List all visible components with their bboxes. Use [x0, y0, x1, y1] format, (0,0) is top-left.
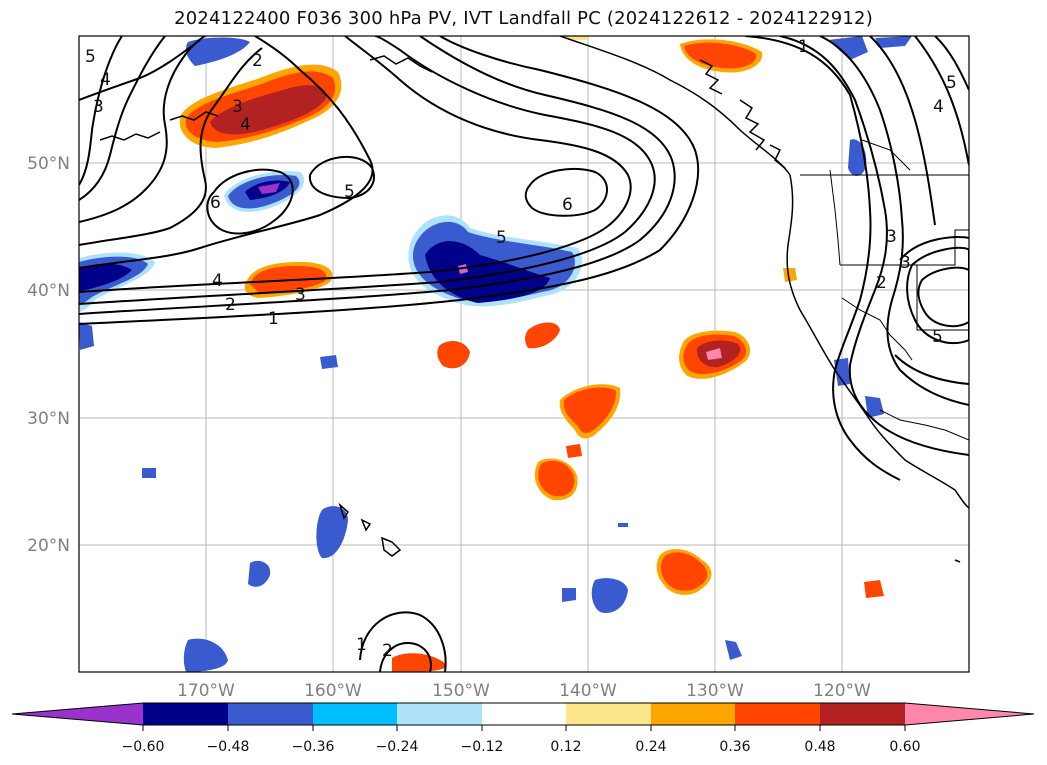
colorbar-segment: [397, 703, 482, 725]
lat-label: 20°N: [27, 536, 70, 556]
contour-label: 1: [356, 635, 367, 655]
contour-label: 3: [295, 285, 306, 305]
lat-label: 40°N: [27, 281, 70, 301]
contour-label: 5: [85, 47, 96, 67]
colorbar-tick-label: 0.24: [635, 739, 666, 755]
lat-label: 50°N: [27, 154, 70, 174]
contour-label: 3: [93, 97, 104, 117]
contour-label: 2: [252, 51, 263, 71]
map-title: 2024122400 F036 300 hPa PV, IVT Landfall…: [174, 8, 873, 29]
contour-label: 3: [900, 253, 911, 273]
colorbar-segment: [735, 703, 820, 725]
contour-label: 6: [210, 193, 221, 213]
contour-label: 3: [886, 227, 897, 247]
contour-label: 2: [382, 641, 393, 661]
lon-label: 150°W: [432, 681, 490, 701]
political-borders: [800, 139, 969, 441]
colorbar-tick-label: 0.48: [804, 739, 835, 755]
pv-contours: [79, 36, 969, 672]
colorbar-tick-label: −0.48: [207, 739, 250, 755]
colorbar: −0.60 −0.48 −0.36 −0.24 −0.12 0.12 0.24 …: [11, 702, 1035, 755]
colorbar-segment: [143, 703, 228, 725]
colorbar-extend-high: [905, 703, 1034, 725]
colorbar-segment: [820, 703, 905, 725]
colorbar-segment: [313, 703, 397, 725]
colorbar-tick-label: 0.36: [719, 739, 750, 755]
contour-label: 1: [268, 309, 279, 329]
graticule: [79, 36, 969, 672]
coastlines: [99, 36, 969, 563]
contour-label-set: 5 4 3 2 6 5 6 5 4 3 2 1 1 5 4 3 2 5 1 2 …: [85, 37, 957, 661]
longitude-labels: 170°W 160°W 150°W 140°W 130°W 120°W: [177, 681, 871, 701]
contour-label: 2: [876, 273, 887, 293]
latitude-labels: 50°N 40°N 30°N 20°N: [27, 154, 70, 556]
map-frame: [78, 35, 970, 673]
colorbar-segment: [566, 703, 651, 725]
contour-label: 4: [240, 115, 251, 135]
contour-label: 4: [212, 271, 223, 291]
pv-negative-areas: [79, 36, 912, 672]
lon-label: 160°W: [304, 681, 362, 701]
colorbar-segment: [651, 703, 735, 725]
pv-positive-areas: [179, 36, 884, 672]
contour-label: 1: [798, 37, 809, 57]
colorbar-extend-low: [12, 703, 143, 725]
contour-label: 5: [496, 228, 507, 248]
contour-label: 4: [100, 70, 111, 90]
colorbar-segment: [228, 703, 313, 725]
colorbar-tick-label: −0.12: [461, 739, 504, 755]
contour-label: 3: [232, 97, 243, 117]
colorbar-tick-label: 0.12: [550, 739, 581, 755]
lon-label: 130°W: [686, 681, 744, 701]
lat-label: 30°N: [27, 409, 70, 429]
lon-label: 170°W: [177, 681, 235, 701]
colorbar-tick-label: −0.60: [122, 739, 165, 755]
colorbar-tick-label: −0.36: [292, 739, 335, 755]
colorbar-segment: [482, 703, 566, 725]
contour-label: 6: [562, 195, 573, 215]
lon-label: 120°W: [813, 681, 871, 701]
contour-label: 5: [946, 73, 957, 93]
colorbar-tick-label: 0.60: [889, 739, 920, 755]
contour-label: 2: [225, 295, 236, 315]
contour-label: 5: [932, 327, 943, 347]
contour-label: 5: [344, 182, 355, 202]
contour-label: 4: [933, 97, 944, 117]
lon-label: 140°W: [559, 681, 617, 701]
colorbar-tick-label: −0.24: [376, 739, 419, 755]
